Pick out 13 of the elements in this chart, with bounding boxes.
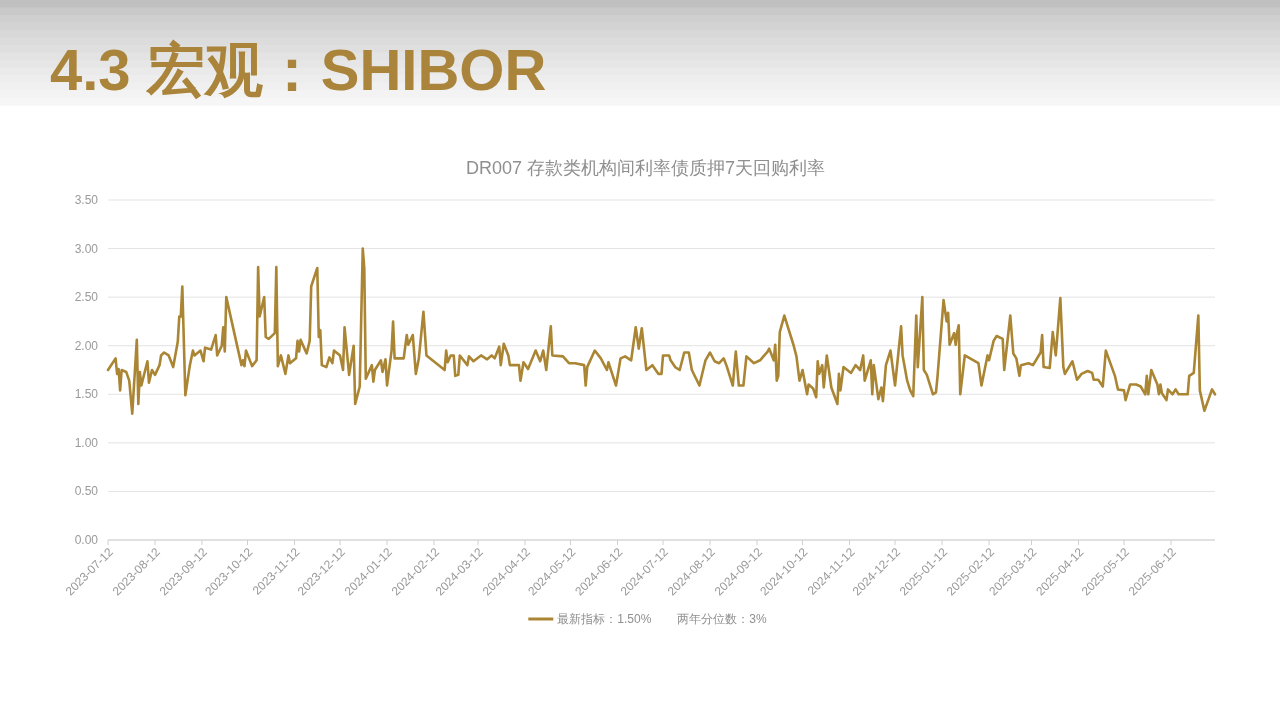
chart-title: 4.3 宏观：SHIBOR	[50, 37, 547, 102]
legend-label: 最新指标：1.50%	[557, 612, 652, 626]
line-series	[106, 247, 1217, 416]
y-tick-label: 2.00	[74, 338, 99, 353]
y-tick-label: 3.00	[74, 241, 99, 256]
y-tick-label: 3.50	[74, 193, 99, 207]
text: 两年分位数：3%	[677, 612, 768, 626]
chart-subtitle: DR007 存款类机构间利率债质押7天回购利率	[465, 158, 826, 178]
y-tick-label: 2.50	[74, 290, 99, 305]
y-tick-label: 0.00	[74, 533, 99, 547]
y-tick-label: 1.00	[74, 435, 99, 450]
y-tick-label: 0.50	[74, 484, 99, 499]
y-tick-label: 1.50	[74, 387, 99, 402]
